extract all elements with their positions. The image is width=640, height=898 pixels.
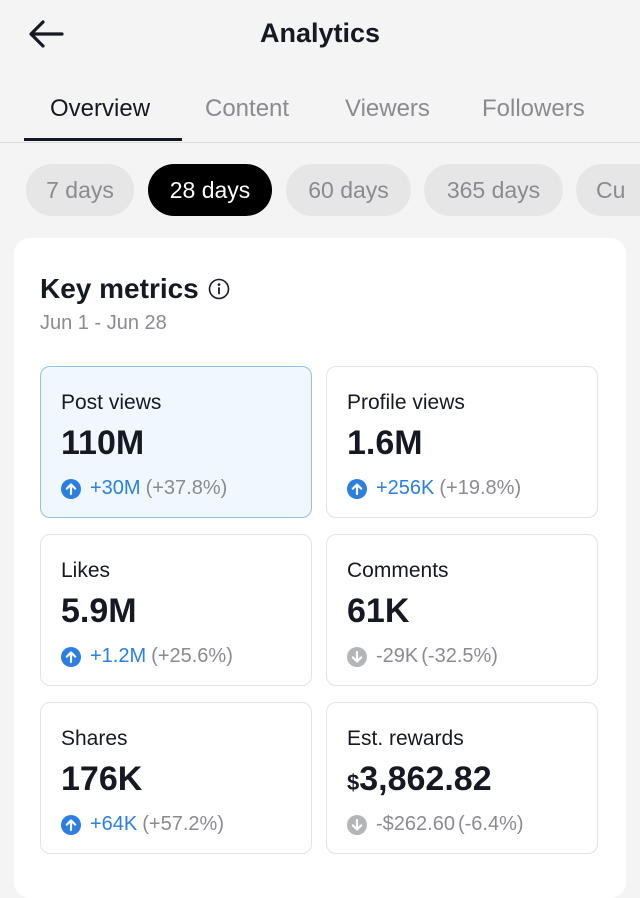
key-metrics-card: Key metrics Jun 1 - Jun 28 Post views 11… bbox=[14, 238, 626, 898]
tab-content[interactable]: Content bbox=[205, 95, 290, 122]
metric-change: +30M (+37.8%) bbox=[61, 477, 227, 500]
active-tab-indicator bbox=[24, 138, 182, 141]
change-percent: (+57.2%) bbox=[142, 813, 224, 835]
top-bar: Analytics bbox=[0, 0, 640, 68]
tab-bar: Overview Content Viewers Followers bbox=[0, 76, 640, 143]
currency-symbol: $ bbox=[347, 770, 360, 795]
range-chip-365-days[interactable]: 365 days bbox=[424, 164, 563, 216]
metric-change: -$262.60 (-6.4%) bbox=[347, 813, 524, 836]
range-chip-60-days[interactable]: 60 days bbox=[286, 164, 411, 216]
change-percent: (+37.8%) bbox=[145, 477, 228, 499]
metric-shares[interactable]: Shares 176K +64K (+57.2%) bbox=[40, 702, 312, 854]
change-percent: (-6.4%) bbox=[457, 813, 524, 835]
metric-change: +256K (+19.8%) bbox=[347, 477, 521, 500]
metric-post-views[interactable]: Post views 110M +30M (+37.8%) bbox=[40, 366, 312, 518]
metric-label: Profile views bbox=[347, 391, 465, 414]
trend-up-icon bbox=[61, 814, 81, 835]
trend-up-icon bbox=[347, 478, 367, 499]
metric-value: 5.9M bbox=[61, 592, 137, 630]
arrow-left-icon bbox=[29, 20, 64, 48]
page-title: Analytics bbox=[259, 18, 381, 48]
change-percent: (-32.5%) bbox=[421, 645, 498, 667]
tab-viewers[interactable]: Viewers bbox=[345, 95, 430, 122]
change-amount: -$262.60 bbox=[376, 813, 455, 835]
metric-label: Est. rewards bbox=[347, 727, 464, 750]
info-icon[interactable] bbox=[208, 278, 230, 300]
change-amount: -29K bbox=[376, 645, 419, 667]
metric-change: -29K (-32.5%) bbox=[347, 645, 498, 668]
tab-overview[interactable]: Overview bbox=[50, 95, 151, 122]
trend-down-icon bbox=[347, 814, 367, 835]
change-amount: +30M bbox=[90, 477, 141, 499]
back-button[interactable] bbox=[22, 12, 70, 56]
trend-up-icon bbox=[61, 478, 81, 499]
key-metrics-title: Key metrics bbox=[40, 273, 199, 304]
metric-likes[interactable]: Likes 5.9M +1.2M (+25.6%) bbox=[40, 534, 312, 686]
metric-comments[interactable]: Comments 61K -29K (-32.5%) bbox=[326, 534, 598, 686]
metric-profile-views[interactable]: Profile views 1.6M +256K (+19.8%) bbox=[326, 366, 598, 518]
metric-label: Shares bbox=[61, 727, 128, 750]
trend-down-icon bbox=[347, 646, 367, 667]
range-chip-7-days[interactable]: 7 days bbox=[26, 164, 134, 216]
change-amount: +64K bbox=[90, 813, 138, 835]
metric-value-group: $3,862.82 bbox=[347, 759, 492, 803]
tab-followers[interactable]: Followers bbox=[482, 95, 585, 122]
metric-value: 1.6M bbox=[347, 424, 423, 462]
change-percent: (+25.6%) bbox=[151, 645, 233, 667]
change-amount: +256K bbox=[376, 477, 435, 499]
range-chip-custom[interactable]: Cu bbox=[576, 164, 640, 216]
change-percent: (+19.8%) bbox=[439, 477, 522, 499]
range-chip-28-days[interactable]: 28 days bbox=[148, 164, 272, 216]
metric-label: Likes bbox=[61, 559, 111, 582]
metric-value: 3,862.82 bbox=[359, 760, 492, 798]
metric-value: 176K bbox=[61, 760, 143, 798]
change-amount: +1.2M bbox=[90, 645, 147, 667]
metric-value: 61K bbox=[347, 592, 410, 630]
metric-est-rewards[interactable]: Est. rewards $3,862.82 -$262.60 (-6.4%) bbox=[326, 702, 598, 854]
metric-value: 110M bbox=[61, 424, 145, 462]
metric-change: +1.2M (+25.6%) bbox=[61, 645, 233, 668]
date-range-label: Jun 1 - Jun 28 bbox=[40, 312, 167, 334]
date-range-selector: 7 days 28 days 60 days 365 days Cu bbox=[0, 164, 640, 218]
key-metrics-heading: Key metrics bbox=[40, 272, 230, 306]
metric-change: +64K (+57.2%) bbox=[61, 813, 224, 836]
metric-label: Post views bbox=[61, 391, 162, 414]
metric-label: Comments bbox=[347, 559, 449, 582]
trend-up-icon bbox=[61, 646, 81, 667]
